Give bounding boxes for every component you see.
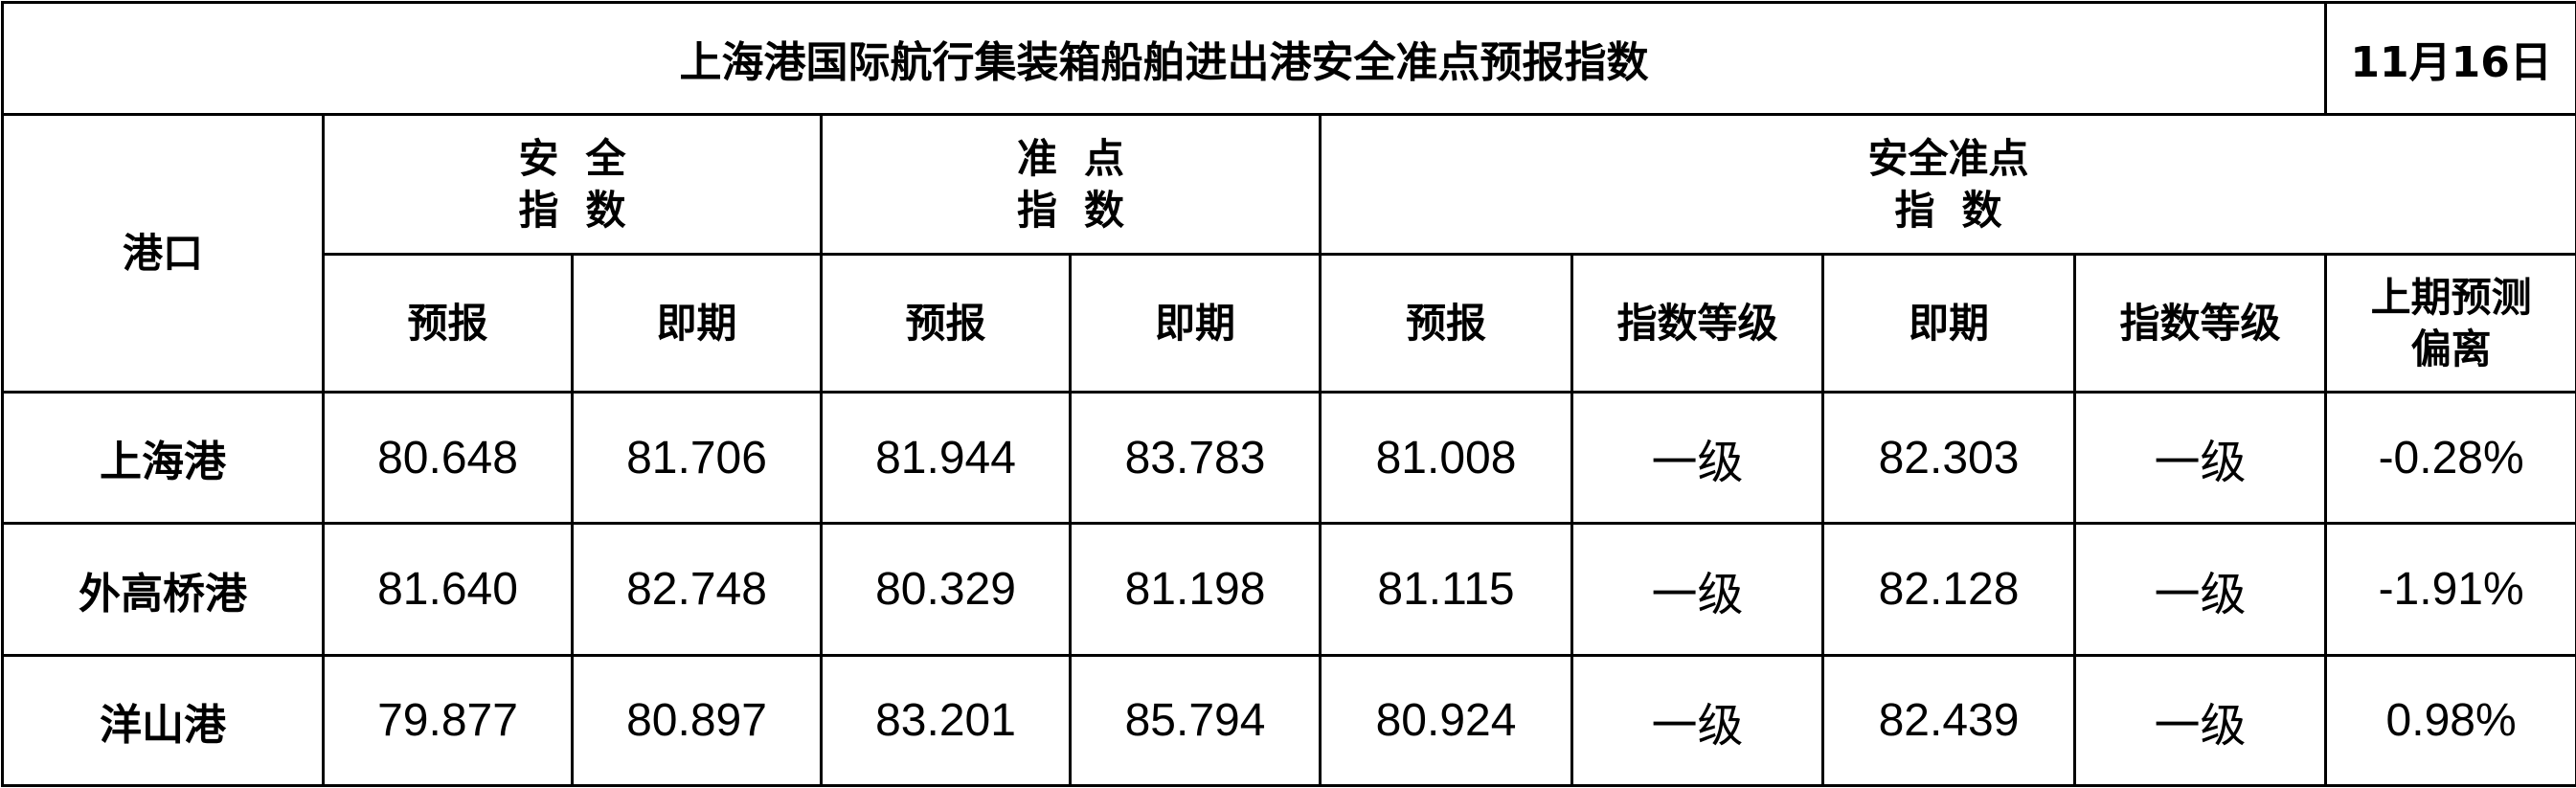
- forecast-grade: 一级: [1572, 656, 1823, 786]
- port-name: 外高桥港: [3, 524, 324, 656]
- safety-forecast: 81.640: [324, 524, 573, 656]
- date-label: 11月16日: [2326, 3, 2576, 115]
- header-punctuality: 准点指数: [822, 115, 1321, 255]
- deviation: 0.98%: [2326, 656, 2576, 786]
- combined-forecast: 81.115: [1321, 524, 1572, 656]
- current-grade: 一级: [2075, 393, 2326, 524]
- safety-forecast: 80.648: [324, 393, 573, 524]
- header-punct-forecast: 预报: [822, 255, 1071, 393]
- header-combined: 安全准点指数: [1321, 115, 2576, 255]
- header-safety-line2: 指数: [325, 185, 820, 236]
- forecast-grade: 一级: [1572, 524, 1823, 656]
- punct-forecast: 80.329: [822, 524, 1071, 656]
- punct-current: 81.198: [1071, 524, 1321, 656]
- header-safety-current: 即期: [573, 255, 822, 393]
- header-combined-forecast: 预报: [1321, 255, 1572, 393]
- header-current-grade: 指数等级: [2075, 255, 2326, 393]
- current-grade: 一级: [2075, 656, 2326, 786]
- table-row: 上海港 80.648 81.706 81.944 83.783 81.008 一…: [3, 393, 2576, 524]
- punct-current: 83.783: [1071, 393, 1321, 524]
- header-punctuality-line2: 指数: [823, 185, 1319, 236]
- combined-current: 82.128: [1823, 524, 2075, 656]
- header-safety-line1: 安全: [325, 133, 820, 185]
- current-grade: 一级: [2075, 524, 2326, 656]
- header-safety: 安全指数: [324, 115, 822, 255]
- deviation: -1.91%: [2326, 524, 2576, 656]
- table-row: 洋山港 79.877 80.897 83.201 85.794 80.924 一…: [3, 656, 2576, 786]
- header-combined-line2: 指数: [1322, 185, 2575, 236]
- header-port: 港口: [3, 115, 324, 393]
- header-punct-current: 即期: [1071, 255, 1321, 393]
- combined-forecast: 81.008: [1321, 393, 1572, 524]
- header-deviation: 上期预测偏离: [2326, 255, 2576, 393]
- punct-forecast: 83.201: [822, 656, 1071, 786]
- forecast-grade: 一级: [1572, 393, 1823, 524]
- header-safety-forecast: 预报: [324, 255, 573, 393]
- punct-current: 85.794: [1071, 656, 1321, 786]
- header-forecast-grade: 指数等级: [1572, 255, 1823, 393]
- header-combined-current: 即期: [1823, 255, 2075, 393]
- deviation: -0.28%: [2326, 393, 2576, 524]
- port-name: 上海港: [3, 393, 324, 524]
- combined-forecast: 80.924: [1321, 656, 1572, 786]
- table-title: 上海港国际航行集装箱船舶进出港安全准点预报指数: [3, 3, 2326, 115]
- punct-forecast: 81.944: [822, 393, 1071, 524]
- port-name: 洋山港: [3, 656, 324, 786]
- combined-current: 82.439: [1823, 656, 2075, 786]
- header-punctuality-line1: 准点: [823, 133, 1319, 185]
- header-deviation-line2: 偏离: [2327, 324, 2575, 375]
- safety-current: 80.897: [573, 656, 822, 786]
- header-combined-line1: 安全准点: [1322, 133, 2575, 185]
- safety-forecast: 79.877: [324, 656, 573, 786]
- header-deviation-line1: 上期预测: [2327, 272, 2575, 324]
- combined-current: 82.303: [1823, 393, 2075, 524]
- table-row: 外高桥港 81.640 82.748 80.329 81.198 81.115 …: [3, 524, 2576, 656]
- safety-current: 82.748: [573, 524, 822, 656]
- safety-current: 81.706: [573, 393, 822, 524]
